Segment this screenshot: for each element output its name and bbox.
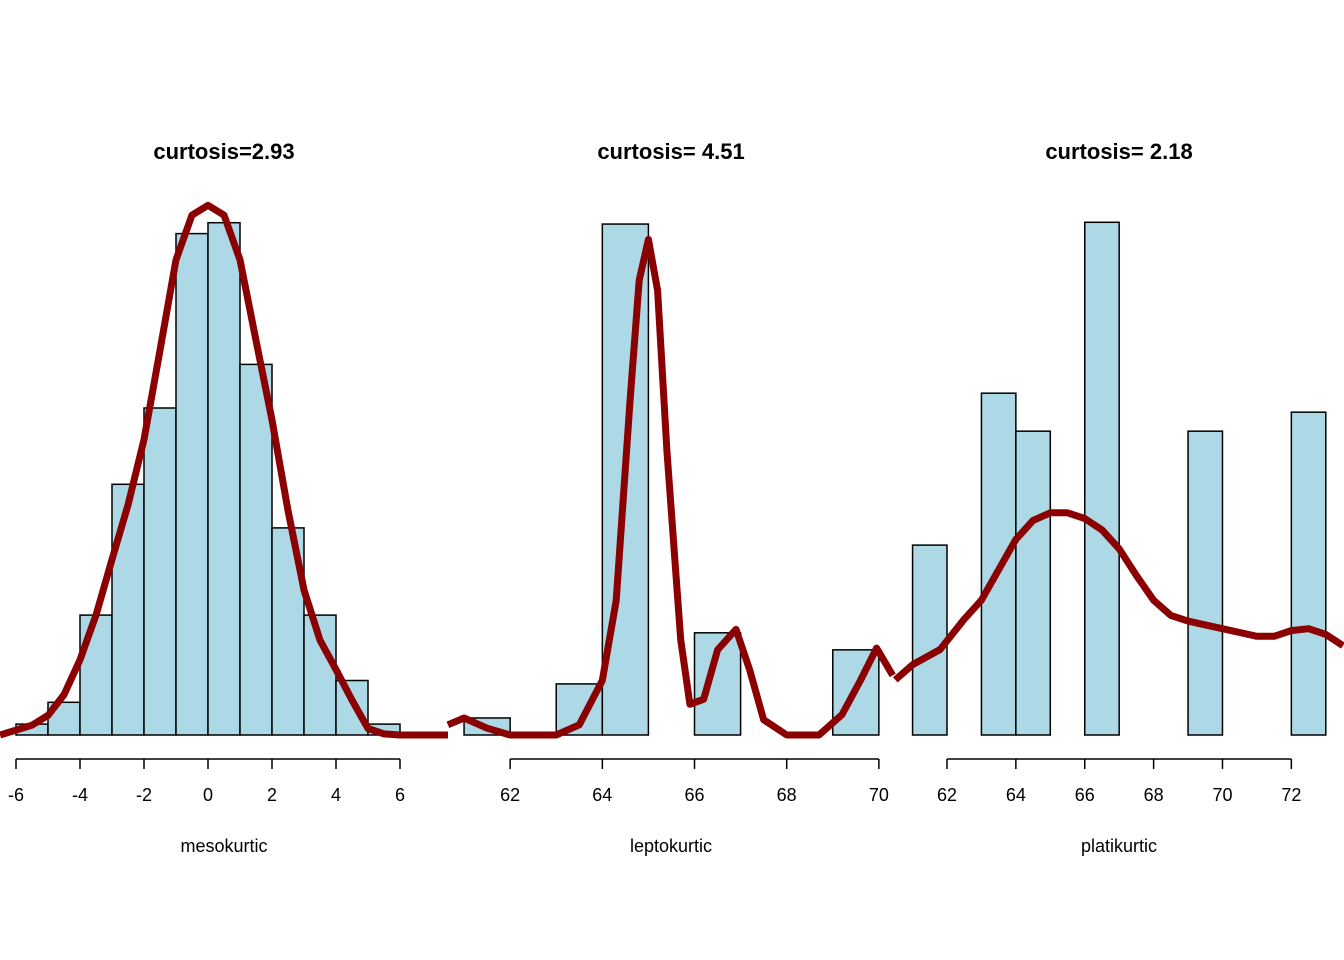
bar [111, 483, 145, 736]
density-curve [892, 509, 1344, 683]
x-axis-label: platikurtic [1081, 836, 1157, 856]
x-tick-label: 0 [203, 785, 213, 805]
bar [911, 544, 948, 736]
x-tick-label: 62 [937, 785, 957, 805]
x-tick-label: -4 [72, 785, 88, 805]
x-tick-label: 66 [684, 785, 704, 805]
chart-title: curtosis= 4.51 [597, 139, 744, 164]
x-tick-label: 72 [1281, 785, 1301, 805]
x-tick-label: 68 [1144, 785, 1164, 805]
x-axis-label: leptokurtic [630, 836, 712, 856]
bar [175, 232, 209, 736]
density-curve [446, 235, 896, 739]
x-tick-label: 70 [1212, 785, 1232, 805]
density-curve [0, 201, 448, 739]
bar [1187, 430, 1224, 736]
bar [1290, 411, 1327, 736]
x-tick-label: 64 [592, 785, 612, 805]
x-tick-label: 66 [1075, 785, 1095, 805]
bar [1015, 430, 1052, 736]
bar [239, 363, 273, 736]
bar [1083, 221, 1120, 736]
bar [207, 221, 241, 736]
x-tick-label: 70 [869, 785, 889, 805]
bar [693, 632, 742, 736]
x-tick-label: -6 [8, 785, 24, 805]
x-tick-label: 64 [1006, 785, 1026, 805]
x-tick-label: 62 [500, 785, 520, 805]
x-tick-label: 6 [395, 785, 405, 805]
x-tick-label: 2 [267, 785, 277, 805]
chart-title: curtosis= 2.18 [1045, 139, 1192, 164]
x-axis-label: mesokurtic [180, 836, 267, 856]
bar [79, 614, 113, 736]
x-tick-label: -2 [136, 785, 152, 805]
x-tick-label: 68 [777, 785, 797, 805]
x-tick-label: 4 [331, 785, 341, 805]
bar [143, 407, 177, 736]
chart-title: curtosis=2.93 [153, 139, 294, 164]
